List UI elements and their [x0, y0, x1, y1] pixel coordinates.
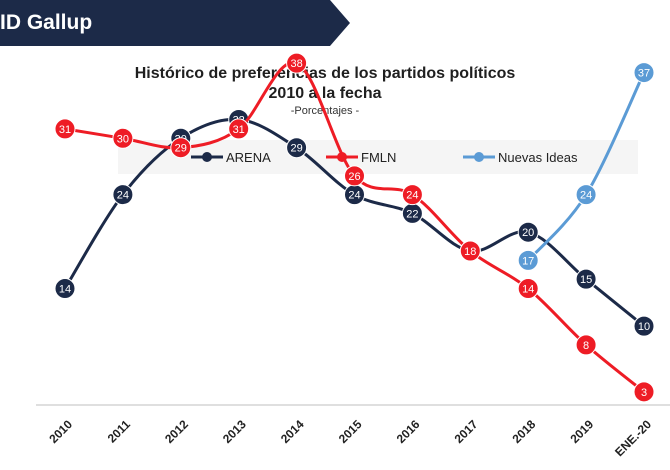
data-label-fmln-2014: 38 [290, 58, 302, 70]
data-label-arena-2011: 24 [117, 190, 129, 202]
x-tick-label-2016: 2016 [394, 417, 423, 446]
brand-name: ID Gallup [0, 11, 93, 34]
x-tick-label-2018: 2018 [510, 417, 539, 446]
x-tick-label-2012: 2012 [162, 417, 191, 446]
data-label-fmln-2019: 8 [583, 340, 589, 352]
legend-dot-arena [202, 152, 212, 162]
data-label-arena-2019: 15 [580, 274, 592, 286]
point-fmln-2017 [459, 240, 481, 262]
point-arena-2011 [112, 184, 134, 206]
point-fmln-2011 [112, 127, 134, 149]
x-tick-label-2011: 2011 [105, 417, 134, 446]
x-tick-label-2015: 2015 [336, 417, 365, 446]
point-arena-2014 [286, 137, 308, 159]
legend-label-nuevas-ideas: Nuevas Ideas [498, 149, 578, 165]
data-label-fmln-2015: 26 [348, 171, 360, 183]
x-tick-label-ene-20: ENE.-20 [612, 417, 654, 459]
data-label-fmln-2016: 24 [406, 190, 418, 202]
data-label-fmln-2018: 14 [522, 284, 534, 296]
data-label-fmln-ene-20: 3 [641, 387, 647, 399]
data-label-fmln-2010: 31 [59, 124, 71, 136]
data-label-nuevas-ideas-ene-20: 37 [638, 68, 650, 80]
point-fmln-2019 [575, 334, 597, 356]
brand-banner [0, 0, 350, 46]
legend-dot-nuevas-ideas [474, 152, 484, 162]
point-fmln-2010 [54, 118, 76, 140]
data-label-nuevas-ideas-2018: 17 [522, 255, 534, 267]
point-arena-2018 [517, 221, 539, 243]
legend-label-fmln: FMLN [361, 149, 397, 165]
x-tick-label-2014: 2014 [278, 417, 307, 446]
x-tick-label-2017: 2017 [452, 417, 481, 446]
chart-title-line2: 2010 a la fecha [268, 85, 382, 102]
data-label-arena-2016: 22 [406, 208, 418, 220]
point-nuevas-ideas-2018 [517, 249, 539, 271]
point-fmln-2012 [170, 137, 192, 159]
chart-title: Histórico de preferencias de los partido… [134, 65, 516, 82]
data-label-fmln-2012: 29 [175, 143, 187, 155]
x-tick-label-2010: 2010 [46, 417, 75, 446]
point-nuevas-ideas-ene-20 [633, 62, 655, 84]
chart-title-block: Histórico de preferencias de los partido… [100, 64, 550, 119]
legend-swatch-nuevas-ideas [463, 152, 495, 162]
point-fmln-ene-20 [633, 381, 655, 403]
point-fmln-2018 [517, 278, 539, 300]
data-label-arena-2010: 14 [59, 284, 71, 296]
point-nuevas-ideas-2019 [575, 184, 597, 206]
data-label-arena-2015: 24 [348, 190, 360, 202]
data-label-fmln-2013: 31 [233, 124, 245, 136]
x-tick-label-2019: 2019 [567, 417, 596, 446]
point-fmln-2015 [344, 165, 365, 187]
legend-swatch-arena [191, 152, 223, 162]
series-line-fmln [64, 61, 645, 393]
point-arena-ene-20 [633, 315, 655, 337]
data-label-fmln-2011: 30 [117, 133, 129, 145]
point-fmln-2013 [228, 118, 250, 140]
data-label-arena-2014: 29 [290, 143, 302, 155]
legend-item-nuevas-ideas: Nuevas Ideas [462, 140, 578, 174]
legend-label-arena: ARENA [226, 149, 271, 165]
data-label-fmln-2017: 18 [464, 246, 476, 258]
data-label-arena-2018: 20 [522, 227, 534, 239]
point-fmln-2014 [286, 52, 308, 74]
data-label-nuevas-ideas-2019: 24 [580, 190, 592, 202]
legend-item-arena: ARENA [190, 140, 271, 174]
point-arena-2019 [575, 268, 597, 290]
point-fmln-2016 [401, 184, 423, 206]
point-arena-2010 [54, 278, 76, 300]
x-tick-label-2013: 2013 [220, 417, 249, 446]
series-line-arena [63, 117, 645, 328]
series-line-nuevas-ideas [527, 71, 646, 262]
data-label-arena-ene-20: 10 [638, 321, 650, 333]
